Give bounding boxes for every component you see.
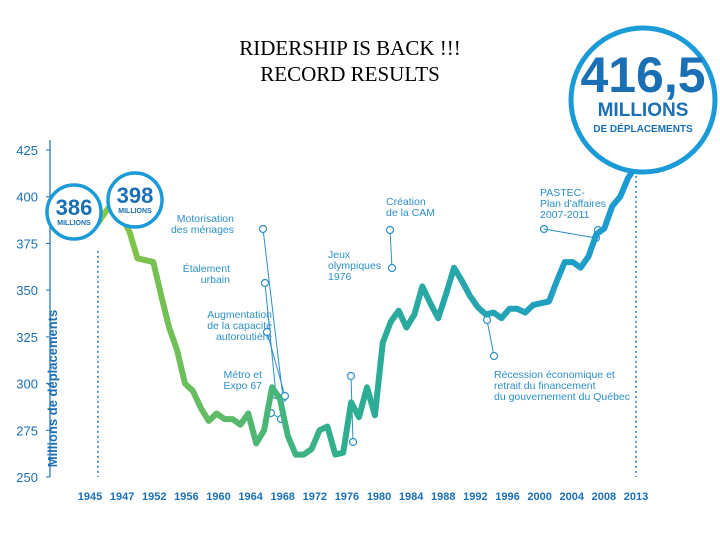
annotation-text: urbain bbox=[201, 274, 230, 286]
callout-unit: MILLIONS bbox=[598, 100, 689, 121]
callout-subtitle: DE DÉPLACEMENTS bbox=[593, 122, 693, 135]
x-tick-label: 1956 bbox=[174, 491, 198, 503]
x-tick-label: 1976 bbox=[335, 491, 359, 503]
annotation-text: Jeux bbox=[328, 249, 351, 261]
x-tick-label: 2004 bbox=[560, 491, 585, 503]
annotation-leader bbox=[486, 319, 495, 357]
annotation-text: Augmentation bbox=[207, 309, 272, 321]
y-tick-label: 325 bbox=[16, 330, 38, 345]
y-tick-label: 350 bbox=[16, 283, 38, 298]
annotation-point bbox=[348, 437, 358, 447]
annotation-leader bbox=[389, 229, 393, 269]
annotation-text: 2007-2011 bbox=[540, 209, 590, 221]
y-tick-label: 250 bbox=[16, 470, 38, 485]
annotation-leader bbox=[262, 228, 284, 399]
y-tick-label: 300 bbox=[16, 377, 38, 392]
annotation-marker bbox=[262, 327, 272, 337]
x-tick-label: 1992 bbox=[463, 491, 487, 503]
annotation-text: retrait du financement bbox=[494, 380, 596, 392]
annotation-text: olympiques bbox=[328, 260, 381, 272]
callout-circle bbox=[106, 171, 164, 229]
annotation-marker bbox=[258, 224, 268, 234]
y-tick-label: 275 bbox=[16, 423, 38, 438]
annotation-leader bbox=[264, 282, 277, 396]
x-tick-label: 1964 bbox=[238, 491, 263, 503]
annotation-text: Récession économique et bbox=[494, 369, 615, 381]
slide-title-line-2: RECORD RESULTS bbox=[260, 62, 440, 86]
x-tick-label: 1968 bbox=[270, 491, 294, 503]
annotation-text: PASTEC- bbox=[540, 187, 585, 199]
x-tick-label: 2013 bbox=[624, 491, 648, 503]
annotation-marker bbox=[489, 351, 499, 361]
x-tick-label: 1980 bbox=[367, 491, 391, 503]
annotation-text: 1976 bbox=[328, 271, 352, 283]
annotation-text: Expo 67 bbox=[223, 380, 262, 392]
annotation-marker bbox=[385, 225, 395, 235]
annotation-text: Métro et bbox=[223, 369, 262, 381]
annotation-leader bbox=[266, 331, 286, 397]
x-tick-label: 1952 bbox=[142, 491, 166, 503]
annotation-text: de la CAM bbox=[386, 207, 435, 219]
annotation-marker bbox=[346, 371, 356, 381]
callout-unit: MILLIONS bbox=[57, 220, 91, 227]
x-tick-label: 1984 bbox=[399, 491, 424, 503]
annotation-text: autoroutière bbox=[216, 331, 272, 343]
y-axis-label: Millions de déplacements bbox=[45, 310, 60, 468]
y-tick-label: 400 bbox=[16, 190, 38, 205]
annotation-text: des ménages bbox=[171, 224, 234, 236]
y-tick-label: 375 bbox=[16, 236, 38, 251]
x-tick-label: 2000 bbox=[527, 491, 551, 503]
slide-title-line-1: RIDERSHIP IS BACK !!! bbox=[239, 36, 461, 60]
annotation-point bbox=[387, 263, 397, 273]
x-tick-label: 1996 bbox=[495, 491, 519, 503]
annotation-text: de la capacité bbox=[207, 320, 272, 332]
callout-value: 398 bbox=[117, 183, 154, 208]
callout-unit: MILLIONS bbox=[118, 208, 152, 215]
callout-circle bbox=[45, 183, 103, 241]
annotation-leader bbox=[543, 228, 597, 239]
x-tick-label: 1945 bbox=[78, 491, 102, 503]
x-tick-label: 1988 bbox=[431, 491, 455, 503]
annotation-text: Création bbox=[386, 196, 426, 208]
annotation-text: Motorisation bbox=[177, 213, 234, 225]
y-tick-label: 425 bbox=[16, 143, 38, 158]
annotation-text: Étalement bbox=[183, 262, 230, 275]
annotation-text: du gouvernement du Québec bbox=[494, 391, 630, 403]
x-tick-label: 1972 bbox=[303, 491, 327, 503]
callout-circle bbox=[568, 25, 718, 175]
annotation-marker bbox=[260, 278, 270, 288]
x-tick-label: 1947 bbox=[110, 491, 134, 503]
callout-value: 416,5 bbox=[580, 47, 705, 103]
annotation-text: Plan d'affaires bbox=[540, 198, 606, 210]
ridership-line bbox=[94, 162, 639, 458]
x-tick-label: 2008 bbox=[592, 491, 616, 503]
callout-value: 386 bbox=[56, 195, 93, 220]
x-tick-label: 1960 bbox=[206, 491, 230, 503]
annotation-point bbox=[482, 315, 492, 325]
